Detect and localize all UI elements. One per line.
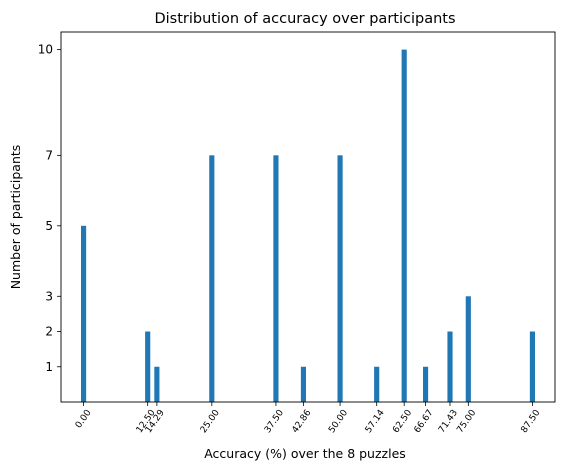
bar (529, 331, 535, 402)
bar (209, 155, 215, 402)
x-tick-label: 75.00 (455, 408, 478, 435)
y-tick-label: 5 (45, 219, 53, 233)
x-tick-label: 50.00 (327, 408, 350, 435)
y-tick-label: 1 (45, 360, 53, 374)
y-tick-label: 7 (45, 148, 53, 162)
y-axis-ticks: 1 2 3 5 7 10 (38, 43, 61, 374)
bar (374, 366, 380, 402)
x-tick-label: 87.50 (519, 408, 542, 435)
bar (300, 366, 306, 402)
x-tick-label: 0.00 (74, 408, 94, 430)
bar (81, 225, 87, 402)
x-axis-label: Accuracy (%) over the 8 puzzles (204, 446, 406, 461)
x-tick-label: 57.14 (364, 408, 387, 435)
y-tick-label: 10 (38, 43, 53, 57)
x-tick-label: 37.50 (263, 408, 286, 435)
plot-frame (60, 31, 556, 403)
x-tick-label: 66.67 (413, 408, 436, 435)
x-tick-label: 62.50 (391, 408, 414, 435)
bar (465, 296, 471, 402)
y-tick-label: 3 (45, 289, 53, 303)
bars-layer (81, 49, 535, 403)
bar (447, 331, 453, 402)
y-tick-label: 2 (45, 325, 53, 339)
bar (154, 366, 160, 402)
bar (337, 155, 343, 402)
x-tick-label: 42.86 (290, 408, 313, 435)
bar (401, 49, 407, 403)
y-axis-label: Number of participants (8, 145, 23, 290)
x-tick-label: 25.00 (199, 408, 222, 435)
bar (423, 366, 429, 402)
bar (273, 155, 279, 402)
chart-title: Distribution of accuracy over participan… (154, 11, 455, 27)
bar (145, 331, 151, 402)
